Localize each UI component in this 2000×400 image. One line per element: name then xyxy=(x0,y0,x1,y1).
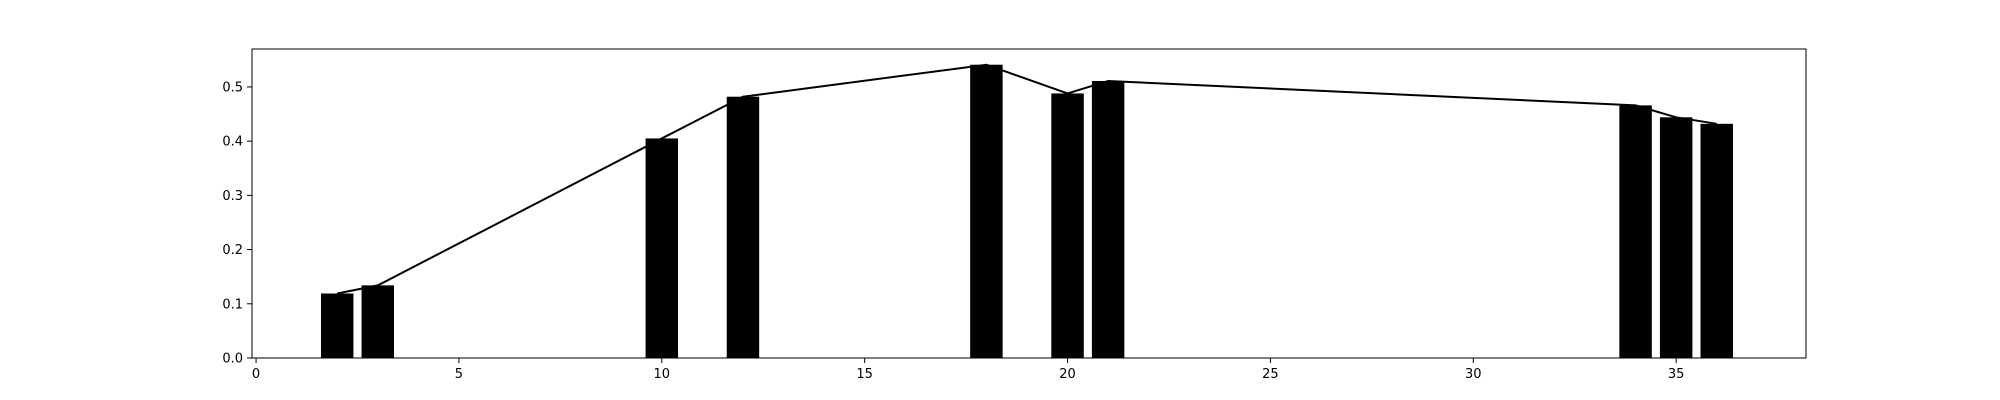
series-line xyxy=(337,63,1717,295)
bar xyxy=(645,138,679,358)
bar xyxy=(361,285,395,358)
y-tick-label: 0.2 xyxy=(222,243,243,258)
x-tick-label: 5 xyxy=(455,367,463,382)
bar xyxy=(1659,117,1693,358)
bars-layer xyxy=(320,64,1733,359)
x-tick-label: 30 xyxy=(1465,367,1482,382)
bar xyxy=(1700,123,1733,358)
y-tick-label: 0.3 xyxy=(222,189,243,204)
bar xyxy=(320,293,354,358)
x-tick-label: 35 xyxy=(1668,367,1685,382)
y-axis: 0.0 0.1 0.2 0.3 0.4 0.5 xyxy=(222,80,252,367)
x-tick-label: 15 xyxy=(856,367,873,382)
y-tick-label: 0.0 xyxy=(222,352,243,367)
y-tick-label: 0.5 xyxy=(222,80,243,95)
bar xyxy=(1619,105,1652,358)
bar xyxy=(726,96,760,359)
line-layer xyxy=(337,63,1717,295)
x-axis: 0 5 10 15 20 25 30 35 xyxy=(252,358,1685,382)
x-tick-label: 20 xyxy=(1059,367,1076,382)
y-tick-label: 0.4 xyxy=(222,135,243,150)
bar xyxy=(1091,80,1125,358)
plot-frame xyxy=(251,48,1807,359)
x-tick-label: 25 xyxy=(1262,367,1279,382)
bar xyxy=(970,64,1003,358)
x-tick-label: 10 xyxy=(654,367,671,382)
x-tick-label: 0 xyxy=(252,367,260,382)
y-tick-label: 0.1 xyxy=(222,297,243,312)
bar xyxy=(1051,93,1084,358)
